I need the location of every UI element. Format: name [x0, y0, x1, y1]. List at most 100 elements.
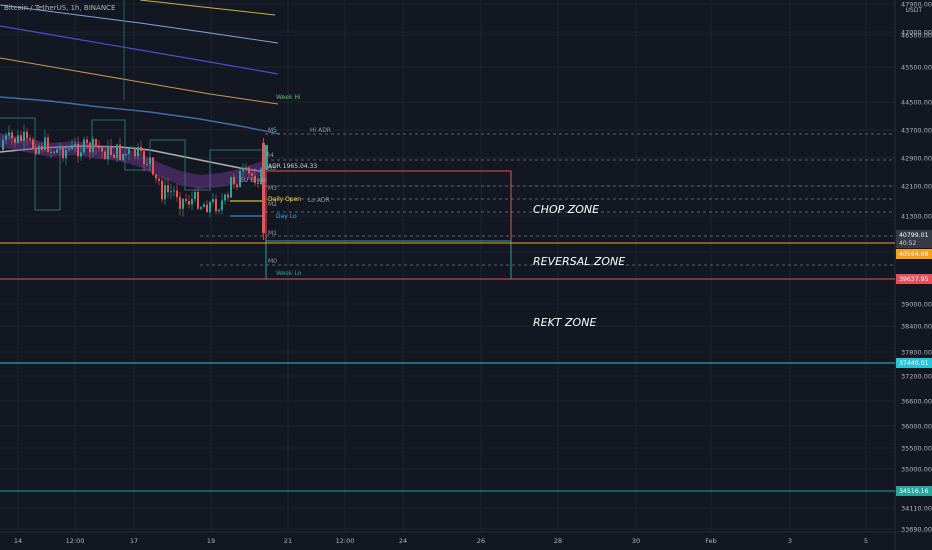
candle-47 [143, 151, 145, 165]
candle-69 [209, 202, 211, 213]
candle-70 [212, 199, 214, 203]
candle-16 [50, 151, 52, 153]
candle-44 [134, 147, 136, 157]
candle-8 [26, 131, 28, 139]
candle-45 [137, 146, 139, 157]
y-tick-label-15: 36000.00 [901, 423, 932, 431]
x-tick-label-11: 3 [788, 537, 792, 545]
candle-22 [68, 149, 70, 151]
y-tick-label-8: 41300.00 [901, 213, 932, 221]
price-tag-4 [896, 486, 932, 496]
x-tick-label-9: 30 [632, 537, 640, 545]
candle-15 [47, 137, 49, 152]
candle-63 [191, 198, 193, 205]
candle-77 [233, 176, 235, 185]
candle-32 [98, 146, 100, 148]
indicator-label-7: M0 [268, 258, 277, 265]
reversal-zone-box [265, 240, 512, 280]
candle-82 [248, 167, 250, 174]
indicator-label-0: Week Hi [276, 94, 301, 101]
candle-55 [167, 185, 169, 192]
ema-ribbon [0, 133, 262, 189]
candle-46 [140, 146, 142, 152]
candle-85 [257, 182, 259, 185]
price-tag-value-0: 40799.01 [899, 232, 929, 239]
x-tick-label-8: 28 [554, 537, 562, 545]
candle-33 [101, 147, 103, 152]
candle-10 [32, 139, 34, 149]
candle-25 [77, 143, 79, 157]
candle-54 [164, 185, 166, 200]
indicator-label-5: M2 [268, 201, 277, 208]
x-tick-label-1: 12:00 [66, 537, 85, 545]
candle-42 [128, 149, 130, 154]
y-tick-label-1: 47000.00 [901, 29, 932, 37]
candle-21 [65, 149, 67, 159]
indicator-label-4: M3 [268, 185, 277, 192]
candle-13 [41, 145, 43, 150]
y-tick-label-14: 36600.00 [901, 398, 932, 406]
x-tick-label-2: 17 [130, 537, 138, 545]
candle-59 [179, 197, 181, 209]
candle-1 [5, 135, 7, 140]
ma-tan [0, 57, 279, 105]
candle-60 [182, 198, 184, 209]
indicator-label-3: R3 [268, 165, 276, 172]
price-tag-sub-0: 40:52 [899, 240, 916, 247]
indicator-label-10: EU Break [240, 177, 268, 184]
candle-52 [158, 178, 160, 181]
indicator-label-13: Day Lo [276, 213, 297, 220]
x-tick-label-10: Feb [705, 537, 717, 545]
candle-38 [116, 144, 118, 158]
chop-zone-box [265, 170, 512, 242]
x-tick-label-4: 21 [284, 537, 292, 545]
candle-56 [170, 191, 172, 193]
x-tick-label-7: 26 [477, 537, 485, 545]
candle-39 [119, 144, 121, 160]
candle-23 [71, 145, 73, 150]
y-tick-label-11: 38400.00 [901, 323, 932, 331]
candle-19 [59, 148, 61, 150]
ma-lightblue [0, 4, 279, 44]
y-tick-label-13: 37200.00 [901, 373, 932, 381]
candle-6 [20, 135, 22, 142]
y-tick-label-2: 46500.00 [901, 32, 932, 40]
candle-29 [89, 142, 91, 153]
candle-31 [95, 139, 97, 147]
indicator-label-14: Week Lo [276, 270, 302, 277]
candle-12 [38, 145, 40, 154]
candle-51 [155, 174, 157, 179]
candle-64 [194, 191, 196, 199]
candle-14 [44, 137, 46, 150]
candle-71 [215, 199, 217, 212]
indicator-label-8: Hi ADR [310, 127, 331, 134]
rekt-zone-label: REKT ZONE [533, 316, 597, 329]
y-tick-label-6: 42900.00 [901, 155, 932, 163]
candle-79 [239, 171, 241, 188]
candle-40 [122, 153, 124, 160]
ma-purple [0, 25, 279, 75]
candle-24 [74, 143, 76, 146]
y-tick-label-3: 45500.00 [901, 64, 932, 72]
candle-7 [23, 131, 25, 142]
candle-36 [110, 145, 112, 155]
candle-74 [224, 194, 226, 201]
y-tick-label-16: 35500.00 [901, 445, 932, 453]
candle-41 [125, 153, 127, 155]
candle-86 [260, 168, 262, 185]
price-tag-value-2: 39637.95 [899, 276, 929, 283]
price-tag-value-4: 34516.16 [899, 488, 929, 495]
y-tick-label-7: 42100.00 [901, 183, 932, 191]
candle-81 [245, 167, 247, 170]
candle-66 [200, 207, 202, 209]
x-tick-label-5: 12:00 [336, 537, 355, 545]
y-tick-label-4: 44500.00 [901, 99, 932, 107]
candle-20 [62, 148, 64, 159]
candle-83 [251, 173, 253, 176]
x-tick-label-3: 19 [207, 537, 215, 545]
y-tick-label-0: 47900.00 [901, 1, 932, 9]
x-tick-label-6: 24 [399, 537, 407, 545]
candle-17 [53, 151, 55, 153]
